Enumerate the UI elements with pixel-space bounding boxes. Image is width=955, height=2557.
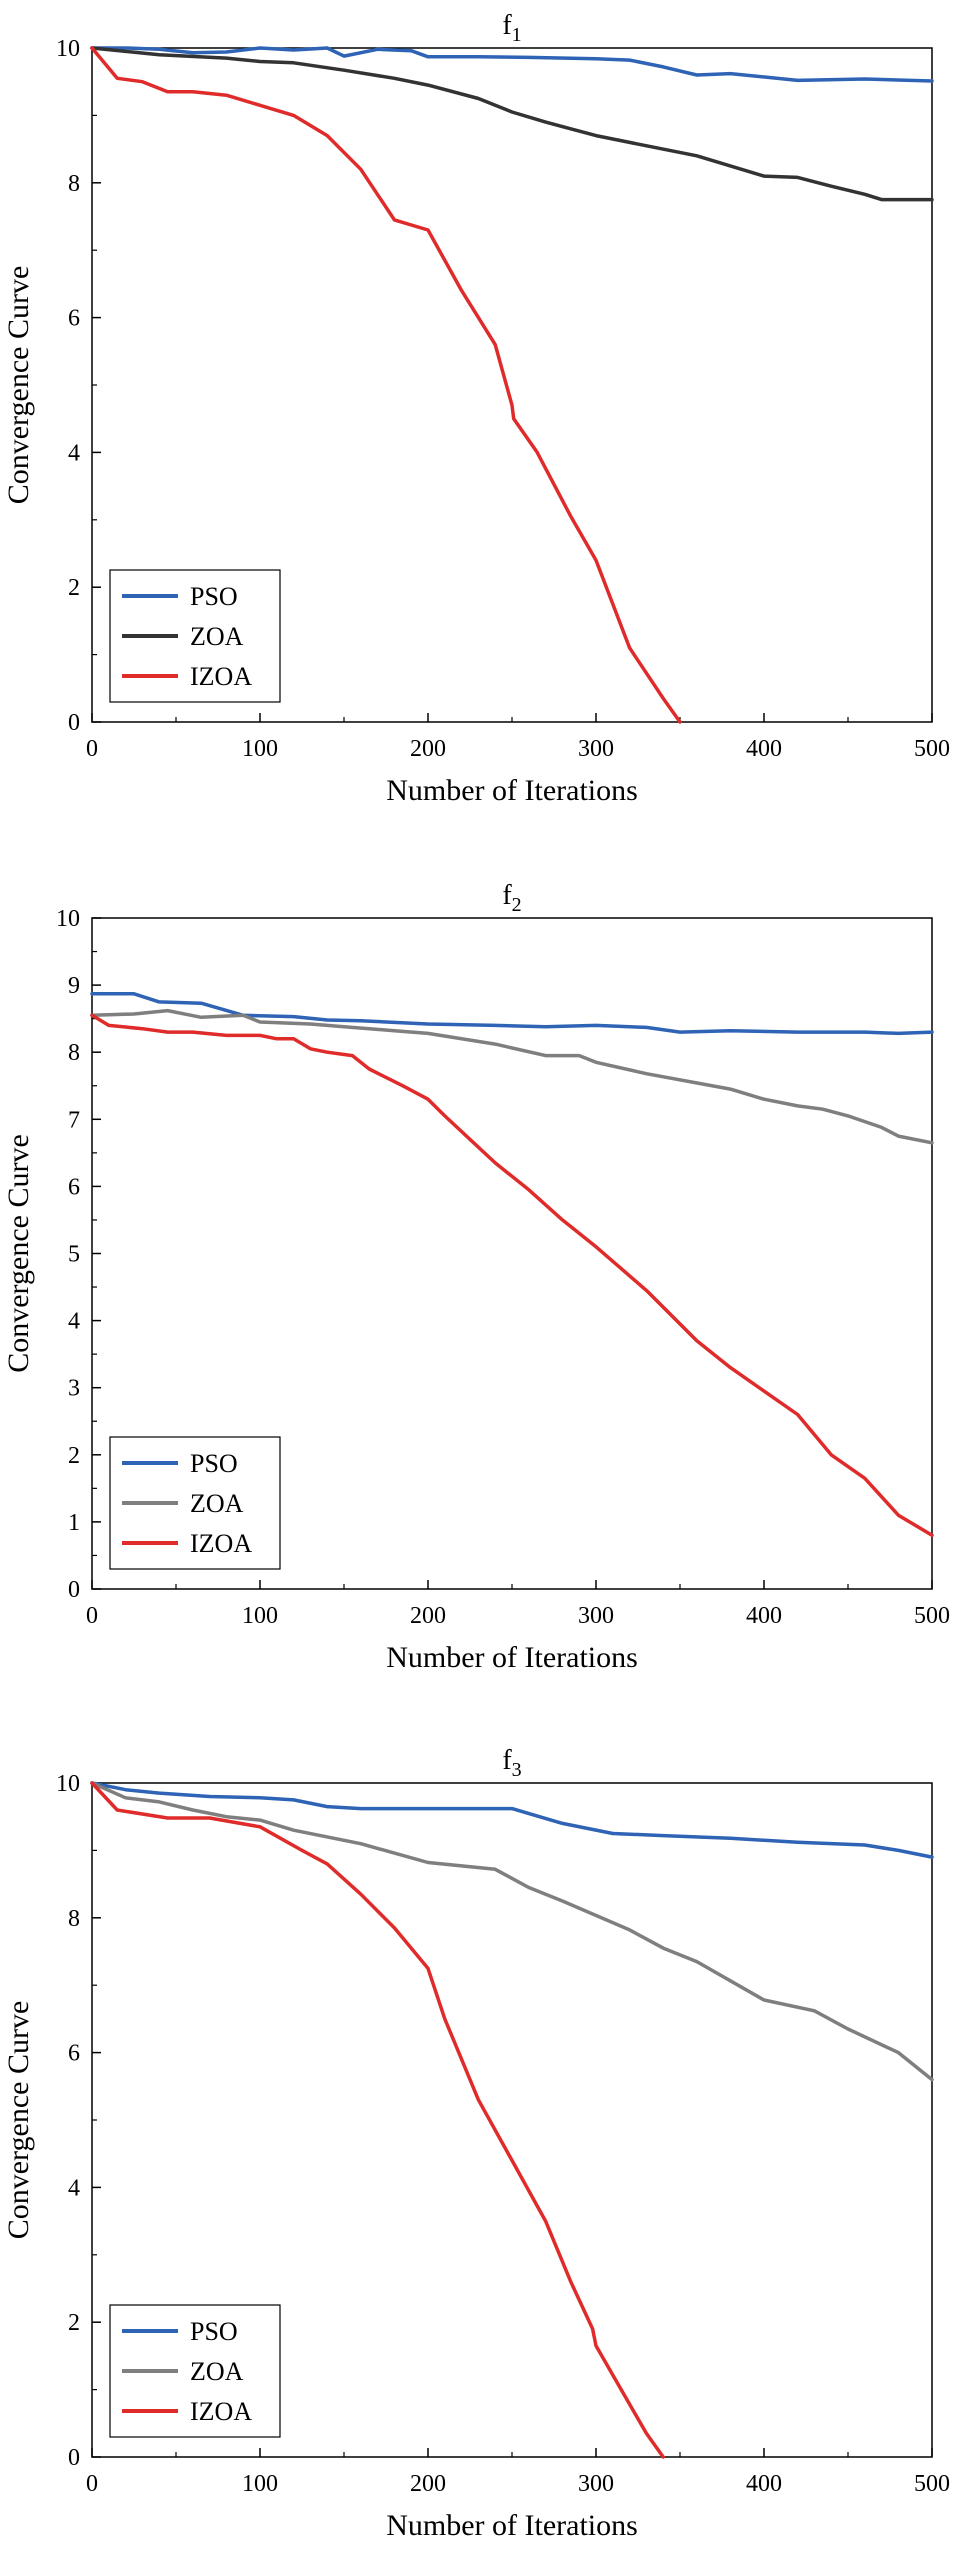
y-tick-label: 5 — [68, 1242, 80, 1268]
x-axis-label: Number of Iterations — [386, 774, 638, 807]
series-line-pso — [90, 992, 934, 1036]
y-tick-label: 2 — [68, 1443, 80, 1469]
y-tick-label: 6 — [68, 2041, 80, 2067]
x-tick-label: 500 — [914, 736, 950, 762]
y-tick-label: 10 — [56, 906, 80, 932]
x-tick-label: 300 — [578, 736, 614, 762]
x-tick-label: 400 — [746, 2471, 782, 2497]
x-tick-label: 0 — [86, 2471, 98, 2497]
y-tick-label: 10 — [56, 1771, 80, 1797]
legend-label-zoa: ZOA — [190, 2357, 244, 2386]
series-line-zoa — [90, 46, 934, 202]
legend-label-izoa: IZOA — [190, 1529, 252, 1558]
y-tick-label: 4 — [68, 2175, 80, 2201]
series-line-pso — [90, 46, 934, 83]
y-tick-label: 2 — [68, 2310, 80, 2336]
chart-panel-2: f2 0 100 200 300 400 500 0 1 2 3 4 5 6 7 8 9 10 Number of … — [2, 880, 950, 1674]
chart-title: f1 — [502, 10, 521, 46]
series-line-zoa — [90, 1008, 934, 1145]
x-tick-label: 300 — [578, 1603, 614, 1629]
chart-title: f3 — [502, 1745, 521, 1781]
title-subscript: 2 — [512, 894, 522, 916]
y-tick-label: 7 — [68, 1107, 80, 1133]
x-tick-label: 500 — [914, 2471, 950, 2497]
y-tick-label: 1 — [68, 1510, 80, 1536]
legend-label-izoa: IZOA — [190, 662, 252, 691]
series-line-izoa — [90, 1013, 934, 1538]
x-tick-label: 0 — [86, 736, 98, 762]
chart-panel-3: f3 0 100 200 300 400 500 0 2 4 6 8 10 Number of Itera… — [2, 1745, 950, 2542]
x-tick-label: 100 — [242, 2471, 278, 2497]
y-tick-label: 10 — [56, 36, 80, 62]
series-line-izoa — [90, 1781, 665, 2459]
series-line-izoa — [90, 46, 682, 724]
x-tick-label: 100 — [242, 1603, 278, 1629]
y-tick-label: 8 — [68, 1040, 80, 1066]
y-tick-label: 8 — [68, 171, 80, 197]
y-axis-label: Convergence Curve — [2, 1134, 35, 1373]
legend-label-zoa: ZOA — [190, 622, 244, 651]
x-tick-label: 300 — [578, 2471, 614, 2497]
y-tick-label: 8 — [68, 1906, 80, 1932]
y-tick-label: 6 — [68, 1174, 80, 1200]
x-tick-label: 200 — [410, 2471, 446, 2497]
legend-label-pso: PSO — [190, 582, 238, 611]
y-tick-label: 6 — [68, 306, 80, 332]
x-axis-label: Number of Iterations — [386, 1641, 638, 1674]
x-tick-label: 100 — [242, 736, 278, 762]
chart-panel-1: f1 0 100 200 300 400 500 0 2 4 6 8 10 Number of Itera… — [2, 10, 950, 807]
x-tick-label: 400 — [746, 1603, 782, 1629]
legend-label-pso: PSO — [190, 1449, 238, 1478]
title-subscript: 1 — [512, 24, 522, 46]
y-tick-label: 4 — [68, 440, 80, 466]
x-axis-label: Number of Iterations — [386, 2509, 638, 2542]
y-tick-label: 2 — [68, 575, 80, 601]
x-tick-label: 0 — [86, 1603, 98, 1629]
x-tick-label: 200 — [410, 736, 446, 762]
x-tick-label: 200 — [410, 1603, 446, 1629]
x-tick-label: 400 — [746, 736, 782, 762]
legend-label-pso: PSO — [190, 2317, 238, 2346]
series-line-zoa — [90, 1781, 934, 2082]
chart-title: f2 — [502, 880, 521, 916]
y-tick-label: 0 — [68, 2445, 80, 2471]
y-tick-label: 9 — [68, 973, 80, 999]
y-tick-label: 0 — [68, 1577, 80, 1603]
y-axis-label: Convergence Curve — [2, 266, 35, 505]
x-tick-label: 500 — [914, 1603, 950, 1629]
series-line-pso — [90, 1781, 934, 1859]
title-subscript: 3 — [512, 1759, 522, 1781]
y-tick-label: 0 — [68, 710, 80, 736]
legend-label-izoa: IZOA — [190, 2397, 252, 2426]
legend-box — [109, 1436, 281, 1570]
legend-label-zoa: ZOA — [190, 1489, 244, 1518]
y-tick-label: 3 — [68, 1376, 80, 1402]
y-tick-label: 4 — [68, 1309, 80, 1335]
y-axis-label: Convergence Curve — [2, 2001, 35, 2240]
